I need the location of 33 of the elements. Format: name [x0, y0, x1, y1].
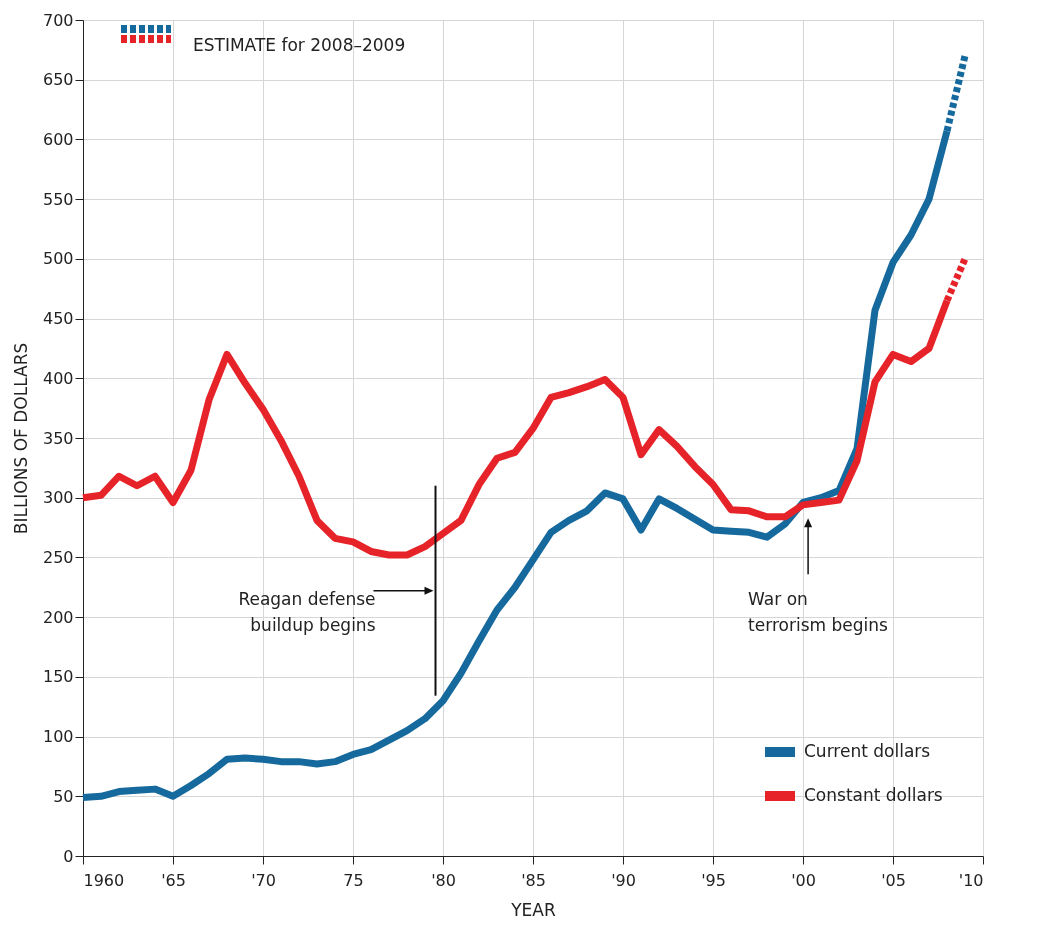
x-tick-label: 1960	[83, 870, 125, 890]
y-tick-label: 150	[42, 667, 74, 687]
y-tick-label: 450	[42, 309, 74, 329]
legend-label: Constant dollars	[804, 785, 943, 805]
x-tick-label: '00	[791, 870, 816, 890]
x-tick-label: '70	[251, 870, 276, 890]
y-tick-label: 50	[53, 786, 74, 806]
y-tick-label: 0	[63, 846, 74, 866]
x-axis-title: YEAR	[510, 899, 556, 920]
y-tick-label: 300	[42, 488, 74, 508]
x-tick-label: '80	[431, 870, 456, 890]
x-tick-label: '85	[521, 870, 546, 890]
y-tick-label: 350	[42, 428, 74, 448]
y-tick-label: 250	[42, 547, 74, 567]
x-tick-label: '95	[701, 870, 726, 890]
y-tick-label: 700	[42, 10, 74, 30]
annotation: War on terrorism begins	[748, 589, 888, 636]
legend-label: Current dollars	[804, 741, 931, 761]
y-tick-label: 650	[42, 70, 74, 90]
x-tick-label: '90	[611, 870, 636, 890]
y-tick-label: 600	[42, 129, 74, 149]
annotation: ESTIMATE for 2008–2009	[193, 35, 406, 55]
y-tick-label: 400	[42, 368, 74, 388]
y-tick-label: 200	[42, 607, 74, 627]
x-tick-label: 75	[343, 870, 364, 890]
annotation: Reagan defense buildup begins	[238, 588, 376, 635]
y-tick-label: 550	[42, 189, 74, 209]
x-tick-label: '05	[881, 870, 906, 890]
x-tick-label: '10	[958, 870, 984, 890]
y-tick-label: 100	[42, 727, 74, 747]
y-axis-title: BILLIONS OF DOLLARS	[10, 342, 31, 535]
y-tick-label: 500	[42, 249, 74, 269]
x-tick-label: '65	[161, 870, 186, 890]
